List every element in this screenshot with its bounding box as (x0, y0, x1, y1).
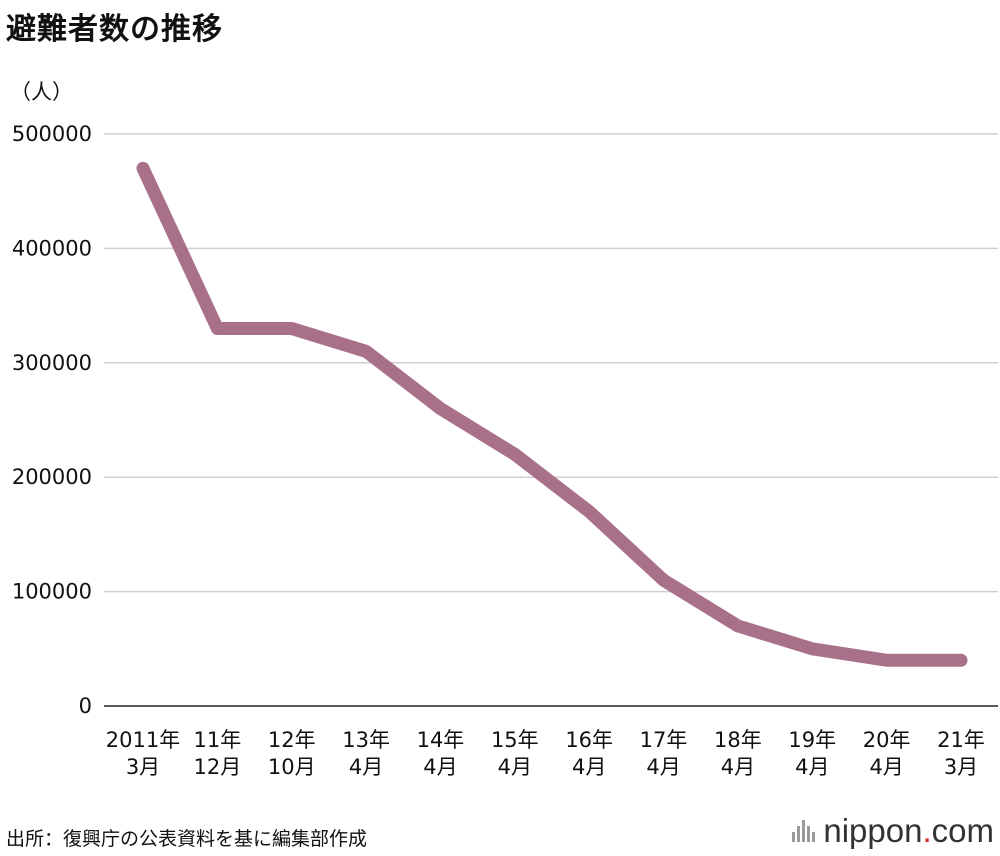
x-tick-label: 13年 (342, 728, 390, 752)
x-tick-label: 3月 (944, 755, 978, 779)
y-axis-unit-label: （人） (10, 80, 73, 104)
x-tick-labels: 2011年 3月 11年 12月 12年 10月 13年 4月 14年 4月 15年 4月 16年 4月 1… (106, 728, 985, 779)
logo-name: nippon (823, 812, 923, 849)
x-tick-label: 10月 (268, 755, 316, 779)
x-tick-label: 4月 (795, 755, 829, 779)
source-note: 出所：復興庁の公表資料を基に編集部作成 (6, 828, 368, 850)
x-tick-label: 18年 (714, 728, 762, 752)
x-tick-label: 21年 (937, 728, 985, 752)
y-tick-label: 300000 (12, 351, 92, 375)
x-tick-label: 12月 (193, 755, 241, 779)
x-tick-label: 4月 (423, 755, 457, 779)
x-tick-label: 16年 (565, 728, 613, 752)
x-tick-label: 3月 (126, 755, 160, 779)
x-tick-label: 2011年 (106, 728, 180, 752)
x-tick-label: 4月 (572, 755, 606, 779)
x-tick-label: 4月 (869, 755, 903, 779)
x-tick-label: 14年 (417, 728, 465, 752)
x-tick-label: 19年 (788, 728, 836, 752)
y-tick-label: 0 (79, 694, 92, 718)
x-tick-label: 20年 (863, 728, 911, 752)
x-tick-label: 17年 (640, 728, 688, 752)
y-tick-label: 100000 (12, 580, 92, 604)
logo-suffix: com (931, 812, 994, 849)
x-tick-label: 12年 (268, 728, 316, 752)
chart-title: 避難者数の推移 (6, 12, 223, 47)
x-tick-label: 4月 (721, 755, 755, 779)
logo-dot: . (922, 812, 932, 849)
y-tick-labels: 0 100000 200000 300000 400000 500000 (12, 122, 92, 718)
series-lines (136, 161, 968, 667)
x-tick-label: 4月 (498, 755, 532, 779)
x-tick-label: 4月 (349, 755, 383, 779)
y-tick-label: 400000 (12, 236, 92, 260)
y-tick-label: 200000 (12, 465, 92, 489)
y-tick-label: 500000 (12, 122, 92, 146)
series-line (136, 161, 968, 667)
x-tick-label: 15年 (491, 728, 539, 752)
nippon-logo: nippon. com (792, 812, 994, 850)
logo-bars-icon (792, 820, 816, 842)
gridlines (104, 133, 998, 707)
x-tick-label: 4月 (646, 755, 680, 779)
x-tick-label: 11年 (193, 728, 241, 752)
